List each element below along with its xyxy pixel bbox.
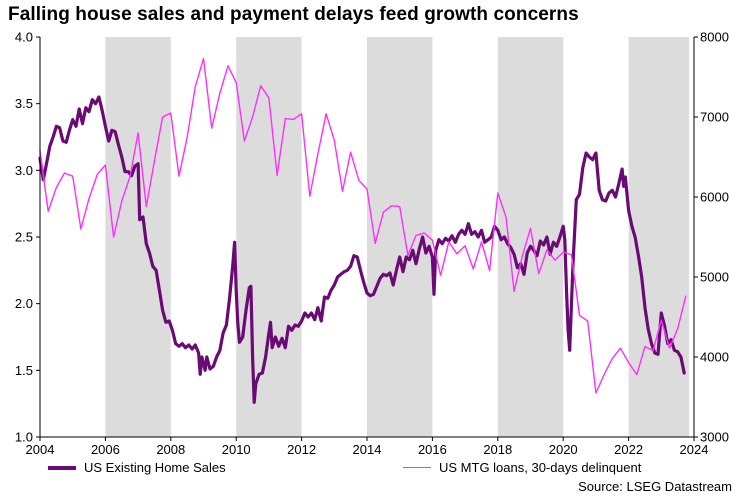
right-tick-label: 7000 [700, 110, 729, 125]
x-tick-label: 2020 [549, 442, 578, 457]
shaded-band-4 [628, 37, 690, 437]
x-tick-label: 2008 [156, 442, 185, 457]
x-tick-label: 2016 [418, 442, 447, 457]
x-tick-label: 2004 [26, 442, 55, 457]
right-axis: 3000 4000 5000 6000 7000 8000 [694, 30, 729, 445]
series-line-mtg-delinquent [39, 57, 687, 394]
source-note: Source: LSEG Datastream [578, 479, 732, 494]
legend-delinquent-label: US MTG loans, 30-days delinquent [439, 460, 642, 475]
legend-sales-swatch [48, 465, 76, 470]
left-tick-label: 2.0 [15, 296, 33, 311]
legend-delinquent-swatch [403, 467, 431, 468]
left-tick-label: 4.0 [15, 30, 33, 45]
right-tick-label: 3000 [700, 430, 729, 445]
left-tick-label: 3.5 [15, 96, 33, 111]
x-axis: 2004 2006 2008 2010 2012 2014 2016 2018 2020 2022… [26, 437, 709, 457]
series-line-home-sales [38, 95, 686, 404]
legend-delinquent: US MTG loans, 30-days delinquent [403, 460, 641, 475]
left-axis: 1.0 1.5 2.0 2.5 3.0 3.5 4.0 [15, 30, 40, 445]
left-tick-label: 2.5 [15, 230, 33, 245]
x-tick-label: 2018 [483, 442, 512, 457]
right-tick-label: 5000 [700, 270, 729, 285]
left-tick-label: 3.0 [15, 163, 33, 178]
legend-sales-label: US Existing Home Sales [84, 460, 226, 475]
x-tick-label: 2014 [353, 442, 382, 457]
x-tick-label: 2012 [287, 442, 316, 457]
x-tick-label: 2010 [222, 442, 251, 457]
series-lines [38, 57, 687, 404]
right-tick-label: 8000 [700, 30, 729, 45]
x-tick-label: 2024 [680, 442, 709, 457]
legend-sales: US Existing Home Sales [48, 460, 226, 475]
right-tick-label: 4000 [700, 350, 729, 365]
shaded-band-0 [105, 37, 171, 437]
left-tick-label: 1.5 [15, 363, 33, 378]
x-tick-label: 2006 [91, 442, 120, 457]
chart-title: Falling house sales and payment delays f… [8, 4, 579, 25]
left-tick-label: 1.0 [15, 430, 33, 445]
right-tick-label: 6000 [700, 190, 729, 205]
x-tick-label: 2022 [614, 442, 643, 457]
